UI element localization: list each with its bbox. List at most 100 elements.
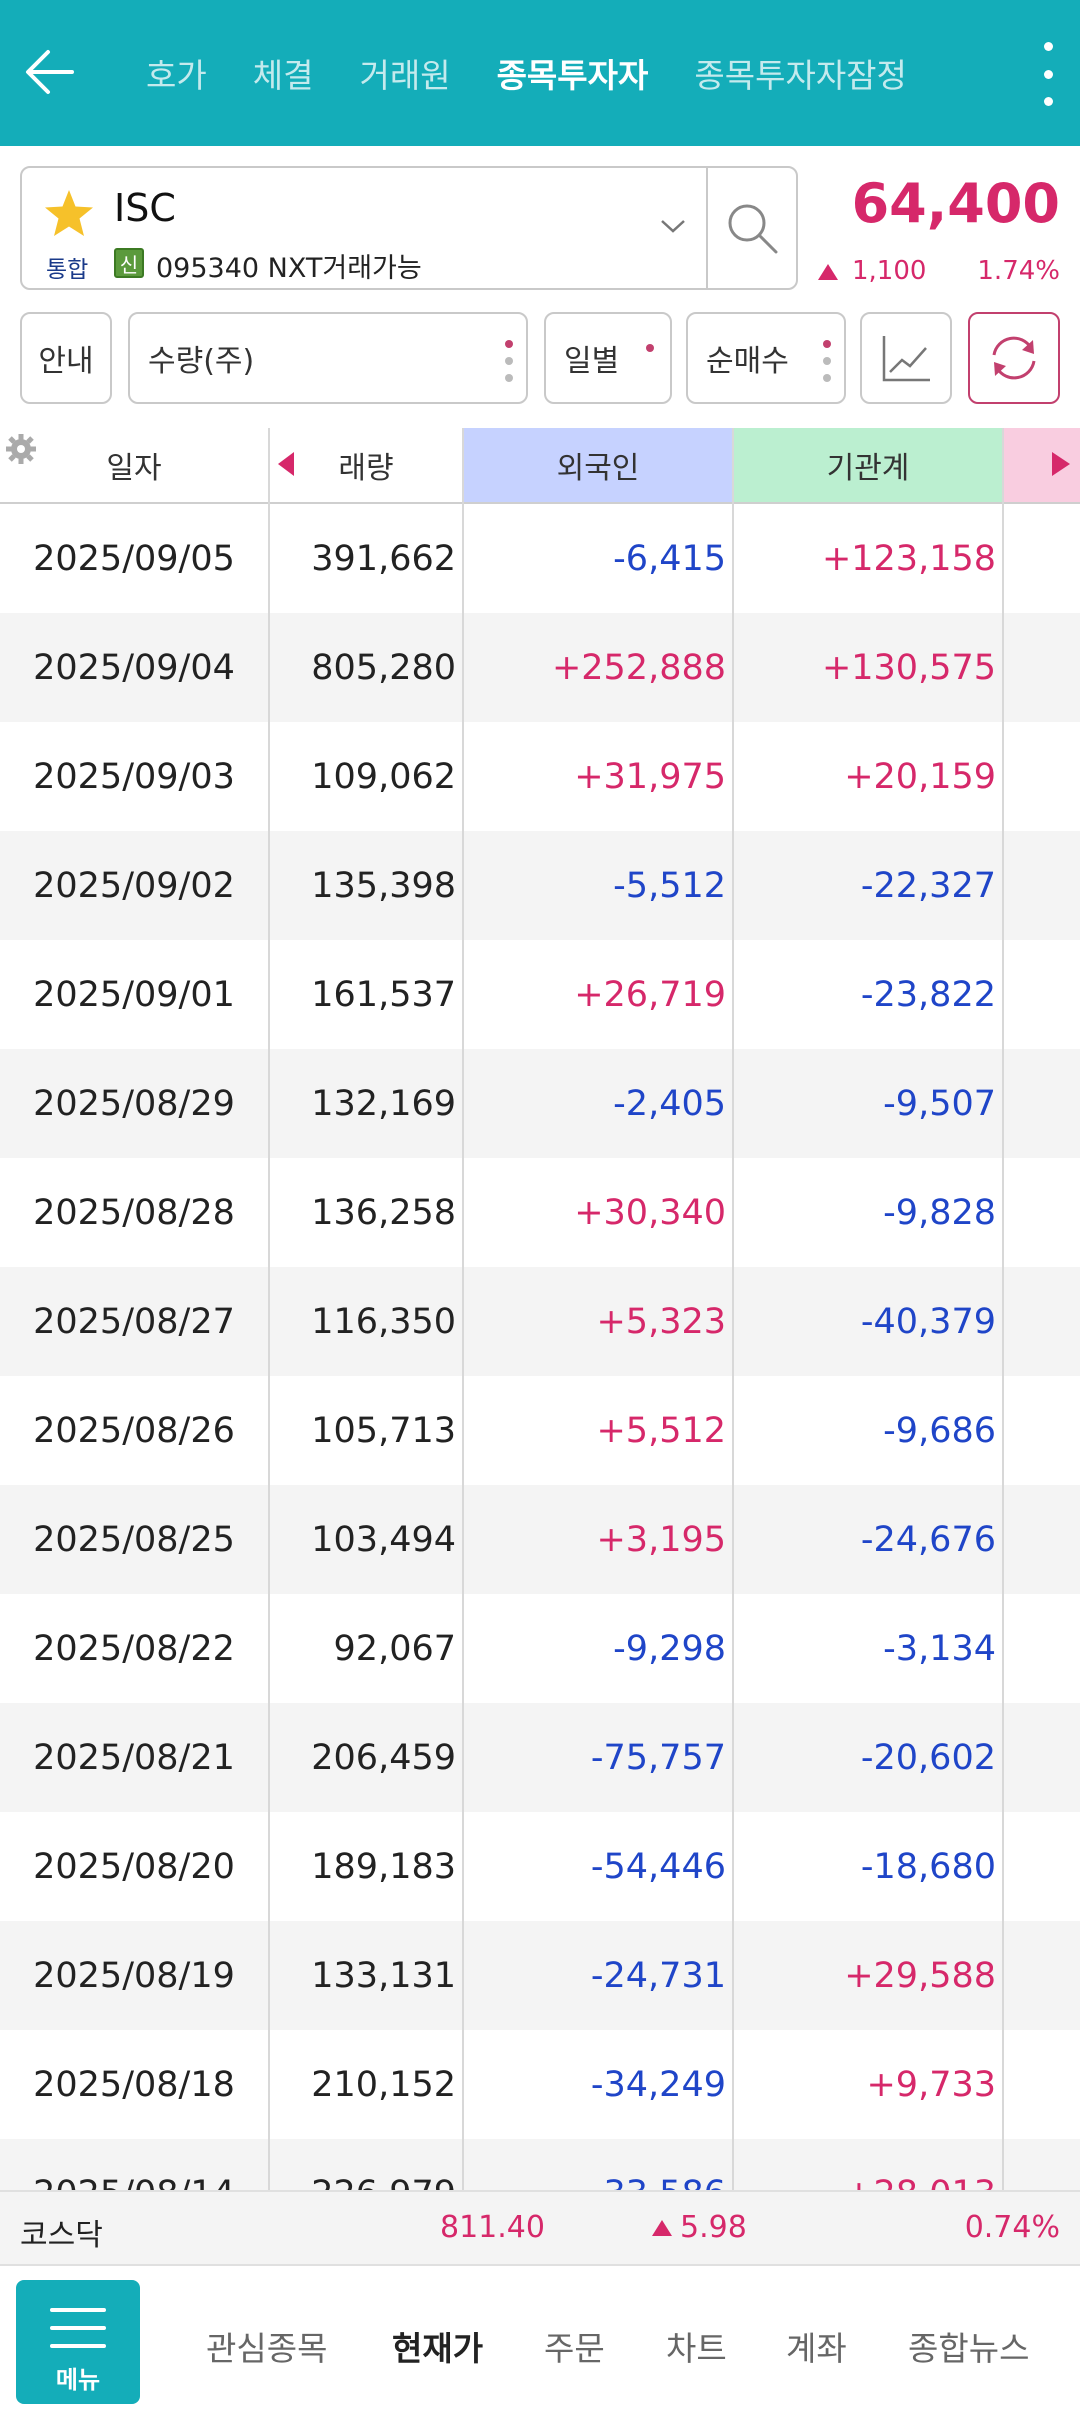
cell-date: 2025/08/25 (33, 1519, 235, 1560)
cell-volume: 161,537 (311, 974, 456, 1015)
price-change-rate: 1.74% (977, 256, 1060, 286)
tab-hoga[interactable]: 호가 (146, 56, 207, 95)
col-header-date[interactable]: 일자 (106, 451, 162, 486)
table-row[interactable]: 2025/08/19 133,131 -24,731 +29,588 (0, 1921, 1080, 2030)
table-row[interactable]: 2025/08/14226,979-33,586+28,013 (0, 2139, 1080, 2190)
table-row[interactable]: 2025/08/22 92,067 -9,298 -3,134 (0, 1594, 1080, 1703)
col-header-institution[interactable]: 기관계 (734, 428, 1002, 502)
menu-button[interactable]: 메뉴 (16, 2280, 140, 2404)
scroll-right-icon[interactable] (1052, 452, 1070, 476)
nav-account[interactable]: 계좌 (786, 2329, 847, 2368)
cell-date: 2025/08/22 (33, 1628, 235, 1669)
cell-date: 2025/08/28 (33, 1192, 235, 1233)
cell-institution: -9,686 (883, 1410, 996, 1451)
cell-date: 2025/08/29 (33, 1083, 235, 1124)
nav-watchlist[interactable]: 관심종목 (206, 2329, 328, 2368)
table-row[interactable]: 2025/09/03 109,062 +31,975 +20,159 (0, 722, 1080, 831)
cell-institution: -40,379 (860, 1301, 996, 1342)
column-divider (268, 428, 270, 2190)
index-ticker[interactable]: 코스닥 811.40 5.98 0.74% (0, 2190, 1080, 2264)
star-icon[interactable] (42, 188, 96, 240)
cell-foreign: -54,446 (590, 1846, 726, 1887)
table-row[interactable]: 2025/09/01 161,537 +26,719 -23,822 (0, 940, 1080, 1049)
refresh-button[interactable] (968, 312, 1060, 404)
cell-date: 2025/08/26 (33, 1410, 235, 1451)
current-price: 64,400 (851, 172, 1060, 235)
cell-date: 2025/08/20 (33, 1846, 235, 1887)
top-tab-bar: 호가 체결 거래원 종목투자자 종목투자자잠정 (0, 0, 1080, 146)
bottom-nav: 메뉴 관심종목 현재가 주문 차트 계좌 종합뉴스 (0, 2264, 1080, 2420)
type-label: 순매수 (706, 344, 789, 379)
cell-institution: -23,822 (860, 974, 996, 1015)
table-header: 일자 래량 외국인 기관계 (0, 428, 1080, 504)
tab-list: 호가 체결 거래원 종목투자자 종목투자자잠정 (146, 0, 953, 146)
unit-select[interactable]: 수량(주) (128, 312, 528, 404)
table-row[interactable]: 2025/09/02 135,398 -5,512 -22,327 (0, 831, 1080, 940)
table-row[interactable]: 2025/08/18 210,152 -34,249 +9,733 (0, 2030, 1080, 2139)
index-name: 코스닥 (20, 2218, 103, 2253)
tab-stock-investor[interactable]: 종목투자자 (496, 56, 649, 95)
cell-date: 2025/09/04 (33, 647, 235, 688)
guide-label: 안내 (38, 344, 94, 379)
select-dot-icon (646, 344, 654, 352)
cell-foreign: -9,298 (613, 1628, 726, 1669)
back-arrow-icon[interactable] (18, 40, 82, 104)
col-header-volume[interactable]: 래량 (338, 451, 394, 486)
type-select[interactable]: 순매수 (686, 312, 846, 404)
table-row[interactable]: 2025/08/21 206,459 -75,757 -20,602 (0, 1703, 1080, 1812)
stock-code: 095340 NXT거래가능 (156, 253, 422, 284)
cell-volume: 135,398 (311, 865, 456, 906)
table-row[interactable]: 2025/08/29 132,169 -2,405 -9,507 (0, 1049, 1080, 1158)
scroll-left-icon[interactable] (278, 452, 294, 476)
table-row[interactable]: 2025/08/25 103,494 +3,195 -24,676 (0, 1485, 1080, 1594)
cell-institution: +130,575 (821, 647, 996, 688)
cell-foreign: +5,323 (596, 1301, 726, 1342)
table-row[interactable]: 2025/08/28 136,258 +30,340 -9,828 (0, 1158, 1080, 1267)
table-row[interactable]: 2025/09/05 391,662 -6,415 +123,158 (0, 504, 1080, 613)
cell-institution: -24,676 (860, 1519, 996, 1560)
cell-date: 2025/08/27 (33, 1301, 235, 1342)
guide-button[interactable]: 안내 (20, 312, 112, 404)
cell-foreign: +30,340 (574, 1192, 726, 1233)
cell-foreign: -34,249 (590, 2064, 726, 2105)
menu-icon (50, 2308, 106, 2348)
cell-foreign: -5,512 (613, 865, 726, 906)
select-dots-icon (822, 340, 832, 382)
table-row[interactable]: 2025/08/20 189,183 -54,446 -18,680 (0, 1812, 1080, 1921)
chevron-down-icon[interactable] (658, 216, 688, 236)
market-label: 통합 (46, 257, 89, 283)
chart-button[interactable] (860, 312, 952, 404)
cell-institution: +20,159 (844, 756, 996, 797)
select-dots-icon (504, 340, 514, 382)
search-icon[interactable] (722, 198, 782, 258)
index-change: 5.98 (680, 2210, 747, 2245)
table-row[interactable]: 2025/09/04 805,280 +252,888 +130,575 (0, 613, 1080, 722)
table-row[interactable]: 2025/08/26 105,713 +5,512 -9,686 (0, 1376, 1080, 1485)
cell-foreign: -75,757 (590, 1737, 726, 1778)
tab-georaewon[interactable]: 거래원 (359, 56, 451, 95)
gear-icon[interactable] (4, 432, 38, 466)
table-body[interactable]: 2025/09/05 391,662 -6,415 +123,158 2025/09/0… (0, 504, 1080, 2190)
col-header-foreign[interactable]: 외국인 (464, 428, 732, 502)
cell-institution: -18,680 (860, 1846, 996, 1887)
cell-institution: -3,134 (883, 1628, 996, 1669)
more-vertical-icon[interactable] (1036, 42, 1060, 106)
cell-institution: -22,327 (860, 865, 996, 906)
nav-news[interactable]: 종합뉴스 (908, 2329, 1030, 2368)
cell-foreign: -2,405 (613, 1083, 726, 1124)
nav-current-price[interactable]: 현재가 (392, 2329, 484, 2368)
period-select[interactable]: 일별 (544, 312, 672, 404)
menu-label: 메뉴 (55, 2366, 101, 2394)
tab-stock-investor-prelim[interactable]: 종목투자자잠정 (694, 56, 907, 95)
cell-date: 2025/09/01 (33, 974, 235, 1015)
stock-selector[interactable]: 통합 ISC 신 095340 NXT거래가능 (20, 166, 798, 290)
divider (706, 168, 708, 288)
nav-order[interactable]: 주문 (544, 2329, 605, 2368)
nav-chart[interactable]: 차트 (666, 2329, 727, 2368)
tab-chegyeol[interactable]: 체결 (252, 56, 314, 95)
cell-institution: +9,733 (866, 2064, 996, 2105)
cell-volume: 132,169 (311, 1083, 456, 1124)
table-row[interactable]: 2025/08/27 116,350 +5,323 -40,379 (0, 1267, 1080, 1376)
cell-institution: -20,602 (860, 1737, 996, 1778)
cell-foreign: -33,586 (464, 2139, 726, 2191)
